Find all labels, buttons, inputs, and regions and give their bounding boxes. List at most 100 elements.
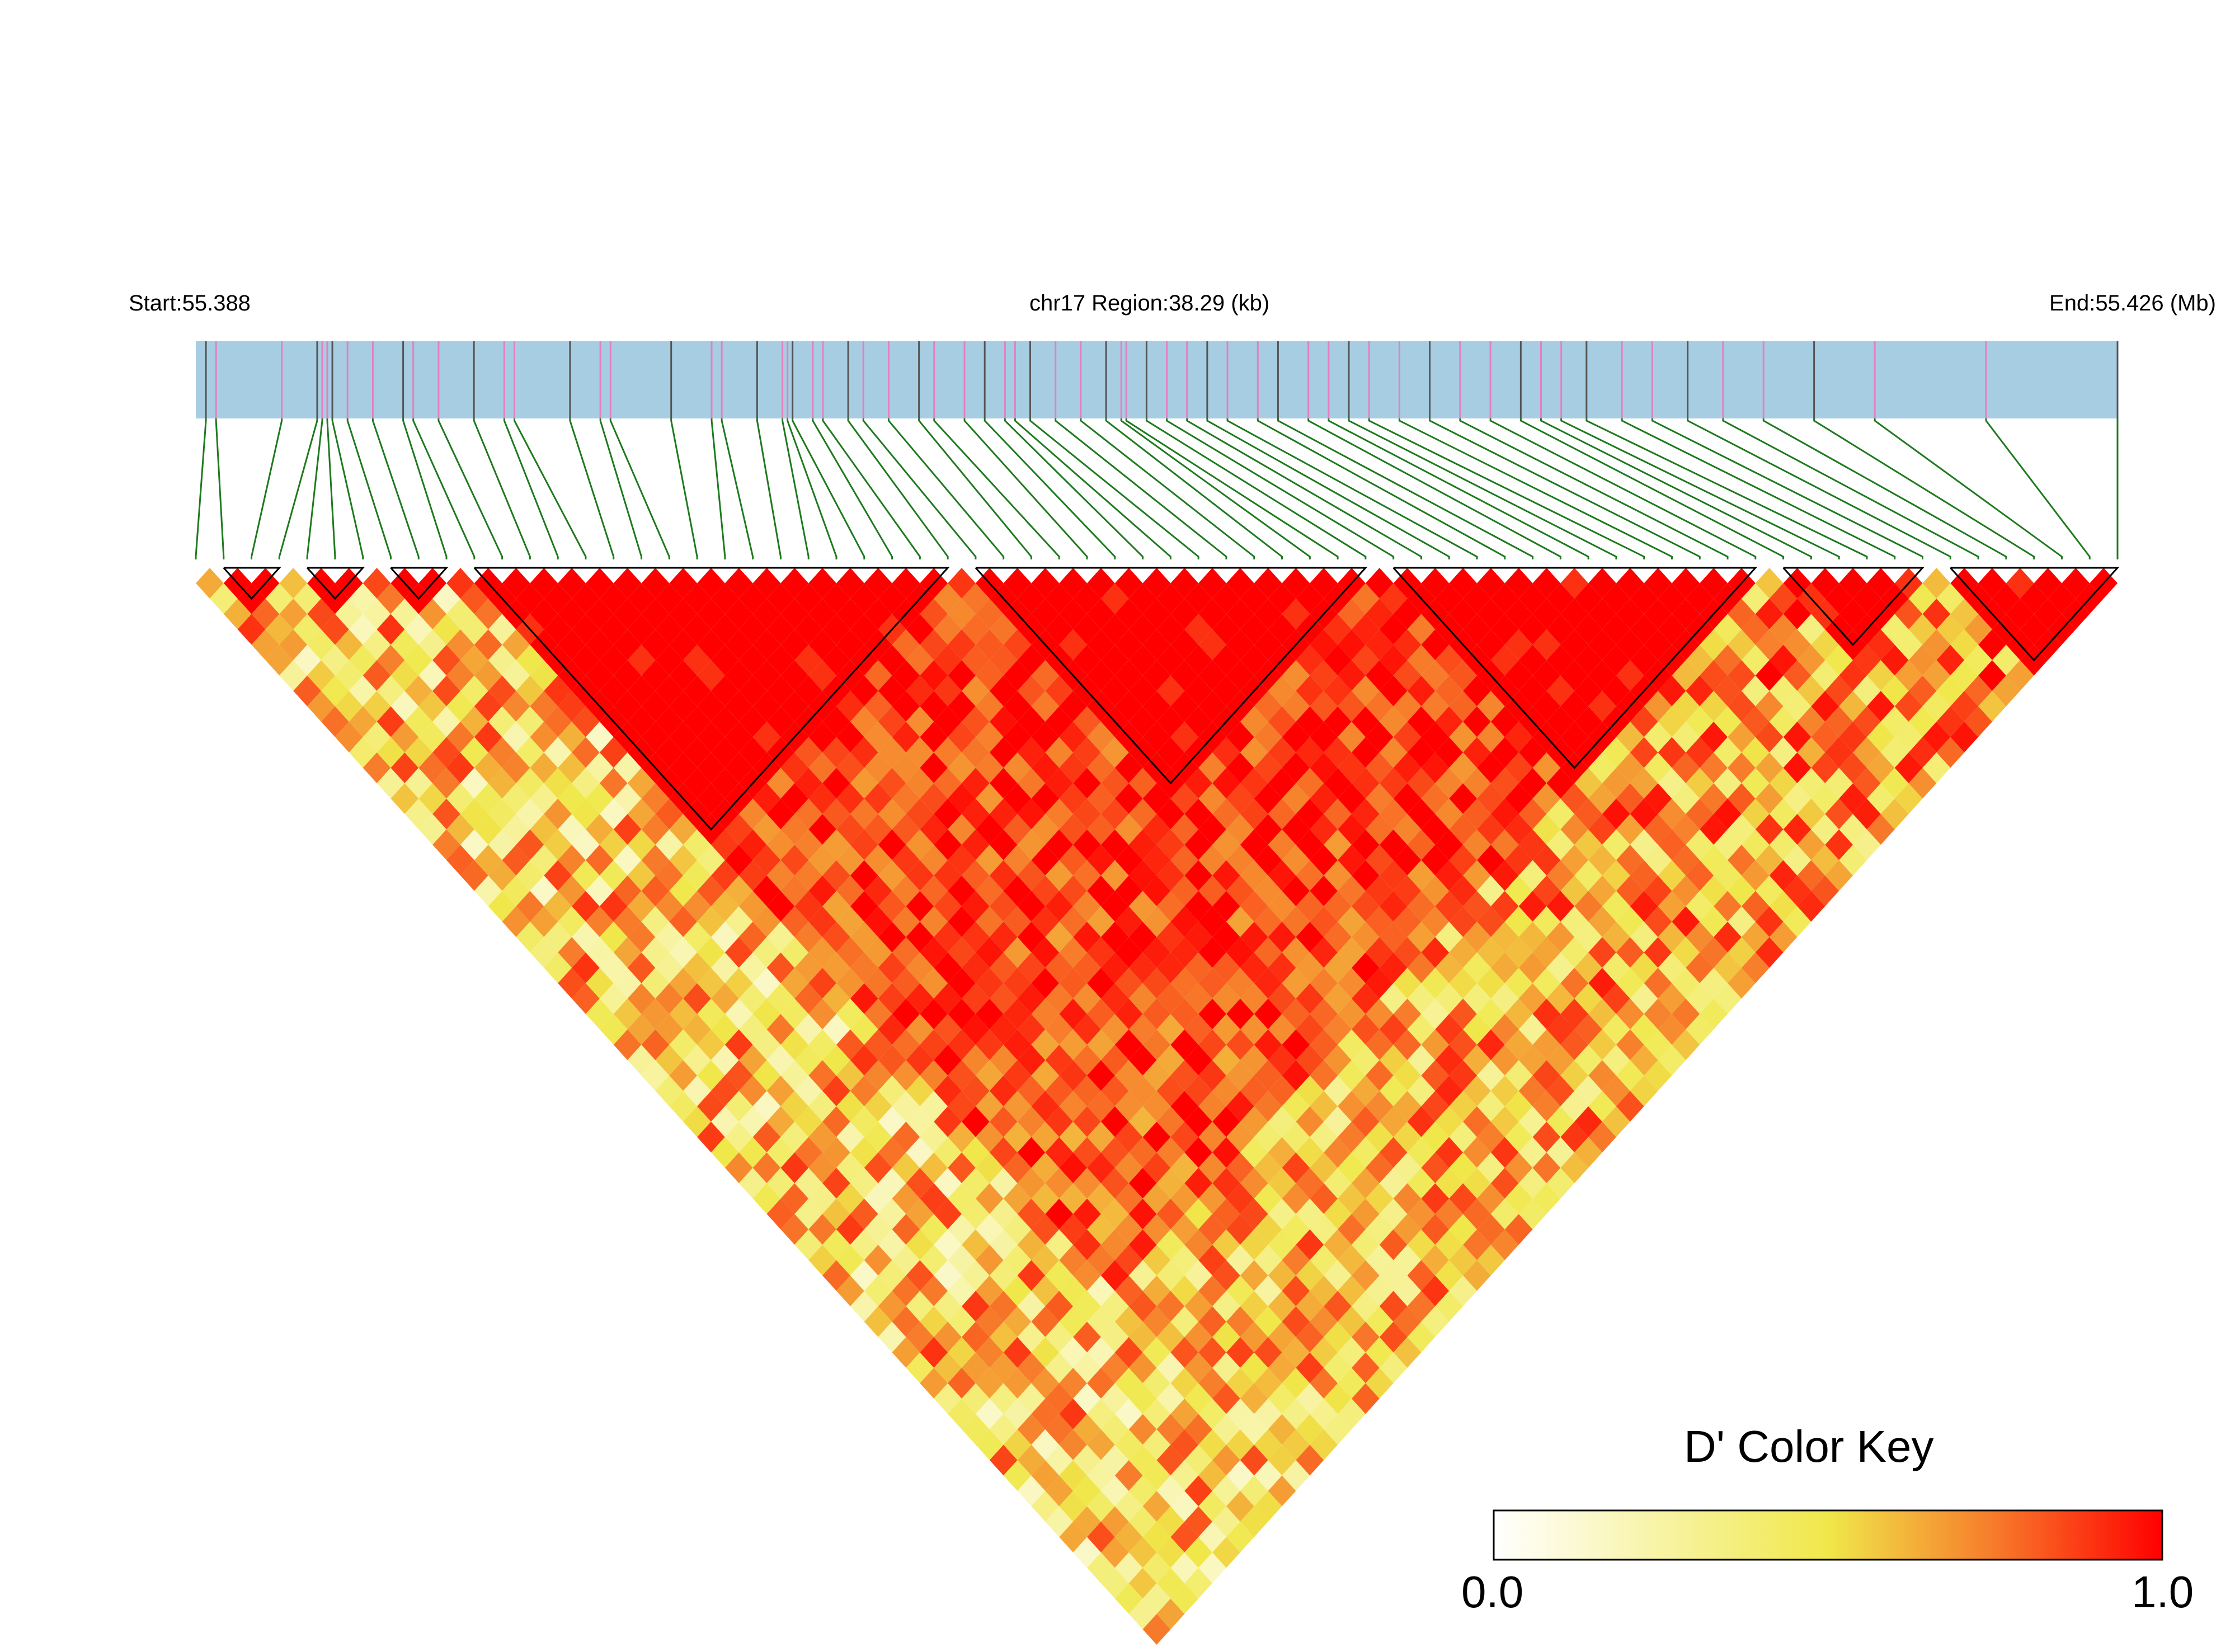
ld-cell-19-48: [1087, 999, 1115, 1029]
ld-cell-4-58: [1017, 1383, 1046, 1414]
ld-cell-37-66: [1588, 999, 1616, 1029]
ld-cell-18-70: [1379, 1352, 1408, 1383]
ld-cell-16-30: [794, 768, 823, 799]
ld-cell-46-51: [1504, 629, 1533, 660]
ld-cell-53-65: [1797, 737, 1825, 768]
ld-cell-54-58: [1714, 614, 1742, 645]
ld-cell-6-21: [530, 783, 558, 814]
ld-cell-22-66: [1379, 1229, 1408, 1260]
ld-cell-23-55: [1240, 1044, 1268, 1076]
ld-cell-9-69: [1240, 1475, 1268, 1507]
ld-cell-45-62: [1644, 814, 1672, 845]
ld-cell-39-55: [1463, 798, 1491, 830]
ld-cell-5-65: [1128, 1475, 1157, 1507]
ld-cell-52-66: [1797, 768, 1825, 799]
ld-cell-3-7: [293, 614, 322, 645]
ld-cell-39-45: [1324, 644, 1352, 676]
ld-cell-38-61: [1532, 906, 1561, 937]
ld-cell-56-68: [1880, 737, 1909, 768]
ld-cell-10-32: [738, 891, 767, 922]
ld-cell-26-52: [1240, 952, 1268, 983]
snp-connector-68: [1874, 418, 2063, 559]
ld-cell-30-46: [1212, 798, 1240, 830]
ld-cell-38-63: [1560, 937, 1589, 968]
ld-cell-6-64: [1128, 1444, 1157, 1476]
ld-cell-28-47: [1198, 845, 1226, 876]
ld-cell-19-50: [1114, 1029, 1143, 1060]
ld-cell-4-65: [1114, 1491, 1143, 1522]
ld-cell-36-57: [1449, 876, 1477, 906]
ld-cell-22-63: [1338, 1183, 1366, 1214]
ld-cell-47-61: [1658, 768, 1686, 799]
ld-cell-33-62: [1477, 999, 1505, 1029]
ld-cell-7-53: [989, 1260, 1018, 1291]
ld-cell-32-39: [1142, 660, 1171, 691]
ld-block-outline-8: [1950, 567, 2120, 662]
ld-cell-42-69: [1700, 968, 1728, 999]
ld-cell-59-61: [1825, 583, 1853, 614]
ld-cell-18-61: [1254, 1214, 1282, 1245]
ld-cell-11-65: [1212, 1383, 1240, 1414]
ld-cell-4-56: [989, 1352, 1018, 1383]
ld-cell-10-68: [1240, 1444, 1268, 1476]
ld-cell-40-57: [1504, 814, 1533, 845]
ld-cell-32-53: [1338, 876, 1366, 906]
ld-cell-2-60: [1017, 1444, 1046, 1476]
ld-cell-24-60: [1324, 1106, 1352, 1137]
ld-cell-7-65: [1156, 1444, 1185, 1476]
ld-cell-13-65: [1240, 1352, 1268, 1383]
ld-cell-25-44: [1114, 845, 1143, 876]
ld-cell-39-46: [1338, 660, 1366, 691]
ld-cell-30-64: [1463, 1075, 1491, 1107]
ld-cell-7-37: [766, 1014, 795, 1045]
ld-cell-7-11: [404, 614, 433, 645]
ld-cell-43-49: [1435, 644, 1464, 676]
ld-cell-50-66: [1769, 798, 1798, 830]
ld-cell-10-52: [1017, 1198, 1046, 1230]
ld-cell-31-34: [1059, 599, 1088, 629]
ld-cell-20-63: [1310, 1214, 1338, 1245]
ld-cell-48-58: [1630, 706, 1658, 737]
ld-cell-12-23: [641, 722, 670, 752]
ld-cell-58-64: [1853, 644, 1881, 676]
ld-cell-19-23: [738, 614, 767, 645]
ld-cell-6-24: [572, 829, 600, 860]
ld-cell-30-68: [1518, 1137, 1547, 1168]
ld-cell-5-10: [363, 629, 391, 660]
ld-cell-41-61: [1574, 860, 1603, 891]
ld-cell-62-69: [1978, 660, 2006, 691]
ld-cell-20-61: [1282, 1183, 1310, 1214]
ld-cell-37-60: [1504, 906, 1533, 937]
snp-connector-34: [984, 418, 1116, 559]
ld-cell-6-66: [1156, 1475, 1185, 1507]
ld-cell-2-18: [432, 798, 460, 830]
ld-cell-9-67: [1212, 1444, 1240, 1476]
ld-cell-27-67: [1463, 1168, 1491, 1199]
ld-cell-33-57: [1407, 921, 1436, 953]
ld-cell-10-64: [1184, 1383, 1213, 1414]
snp-connector-17: [599, 418, 643, 559]
ld-cell-34-36: [1128, 583, 1157, 614]
ld-cell-56-66: [1853, 706, 1881, 737]
ld-cell-31-40: [1142, 691, 1171, 722]
ld-cell-9-33: [738, 921, 767, 953]
ld-cell-7-12: [418, 629, 447, 660]
ld-cell-9-58: [1087, 1306, 1115, 1337]
ld-cell-4-52: [934, 1291, 962, 1322]
ld-cell-2-8: [293, 644, 322, 676]
ld-cell-20-65: [1338, 1245, 1366, 1276]
ld-cell-12-41: [892, 999, 920, 1029]
ld-cell-36-68: [1602, 1044, 1630, 1076]
ld-cell-4-33: [669, 999, 698, 1029]
ld-cell-13-17: [572, 614, 600, 645]
snp-connector-67: [1813, 418, 2035, 559]
ld-cell-22-34: [934, 737, 962, 768]
ld-cell-26-57: [1310, 1029, 1338, 1060]
ld-cell-30-69: [1532, 1152, 1561, 1183]
ld-cell-50-63: [1728, 752, 1756, 783]
ld-cell-10-43: [892, 1060, 920, 1091]
ld-cell-39-62: [1560, 906, 1589, 937]
ld-cell-29-45: [1184, 798, 1213, 830]
ld-cell-24-34: [962, 706, 990, 737]
